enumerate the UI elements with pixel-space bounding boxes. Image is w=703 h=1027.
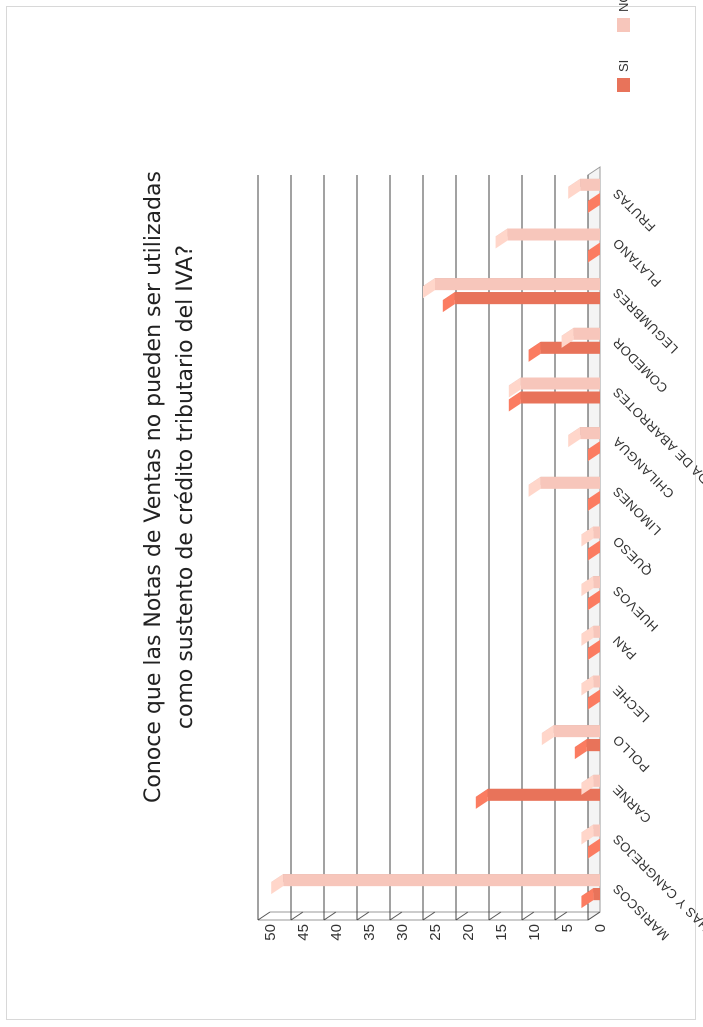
tick-label: 15: [493, 924, 510, 941]
bar-si-13: [588, 242, 600, 263]
gridline-depth: [554, 911, 568, 921]
category-label: QUESO: [610, 533, 656, 579]
legend-item-si: SI: [616, 60, 631, 92]
bar-si-9: [588, 441, 600, 462]
category-label: LECHE: [610, 682, 653, 725]
legend-item-no: NO: [616, 0, 631, 32]
bar-no-3: [541, 725, 600, 746]
bar-no-11: [561, 327, 600, 348]
value-axis: 0 5 10 15 20 25 30 35 40 45 50: [262, 924, 609, 941]
legend-swatch: [617, 18, 630, 32]
gridline-depth: [257, 911, 271, 921]
bar-si-7: [588, 540, 600, 561]
bar-si-6: [588, 590, 600, 611]
bar-si-2: [475, 788, 600, 809]
tick-label: 50: [262, 924, 279, 941]
chart-title: Conoce que las Notas de Ventas no pueden…: [141, 171, 198, 803]
bar-no-10: [508, 377, 600, 398]
bar-no-6: [581, 576, 601, 597]
tick-label: 20: [460, 924, 477, 941]
tick-label: 35: [361, 924, 378, 941]
bar-no-9: [568, 427, 601, 448]
bar-no-7: [581, 526, 601, 547]
bar-no-5: [581, 625, 601, 646]
bar-no-2: [581, 774, 601, 795]
legend-label: SI: [616, 60, 631, 72]
bar-no-12: [423, 278, 600, 299]
legend-label: NO: [616, 0, 631, 12]
chart-title-line-2: como sustento de crédito tributario del …: [173, 245, 198, 729]
bar-si-3: [574, 739, 600, 760]
gridline-depth: [356, 911, 370, 921]
bar-si-14: [588, 192, 600, 213]
bar-si-5: [588, 639, 600, 660]
bar-no-4: [581, 675, 601, 696]
bar-no-0: [271, 874, 600, 895]
bar-no-14: [568, 178, 601, 199]
category-label: POLLO: [610, 732, 653, 775]
gridline-depth: [323, 911, 337, 921]
gridline-depth: [587, 911, 601, 921]
bar-si-0: [581, 888, 601, 909]
tick-label: 5: [559, 924, 576, 932]
bar-si-1: [588, 838, 600, 859]
legend-swatch: [617, 78, 630, 92]
chart-title-line-1: Conoce que las Notas de Ventas no pueden…: [141, 171, 166, 803]
bar-no-8: [528, 476, 600, 497]
bars: [271, 178, 601, 909]
bar-no-1: [581, 824, 601, 845]
tick-label: 10: [526, 924, 543, 941]
bar-si-11: [528, 341, 600, 362]
bar-no-13: [495, 228, 601, 249]
category-label: FRUTAS: [610, 186, 659, 235]
category-label: PLATANO: [610, 235, 665, 290]
category-label: HUEVOS: [610, 583, 662, 635]
category-label: CARNE: [610, 782, 655, 827]
bar-si-4: [588, 689, 600, 710]
gridline-depth: [521, 911, 535, 921]
bar-si-10: [508, 391, 600, 412]
category-label: PAN: [610, 633, 640, 663]
tick-label: 30: [394, 924, 411, 941]
chart-frame: [6, 6, 696, 1020]
tick-label: 45: [295, 924, 312, 941]
gridline-depth: [488, 911, 502, 921]
gridline-depth: [455, 911, 469, 921]
tick-label: 0: [592, 924, 609, 932]
bar-si-12: [442, 292, 600, 313]
gridline-depth: [290, 911, 304, 921]
category-labels: MARISCOS CONCHAS Y CANGREJOSCARNEPOLLOLEC…: [610, 186, 703, 963]
gridline-depth: [389, 911, 403, 921]
tick-label: 40: [328, 924, 345, 941]
bar-si-8: [588, 490, 600, 511]
legend: SI NO: [616, 0, 631, 92]
tick-label: 25: [427, 924, 444, 941]
gridline-depth: [422, 911, 436, 921]
